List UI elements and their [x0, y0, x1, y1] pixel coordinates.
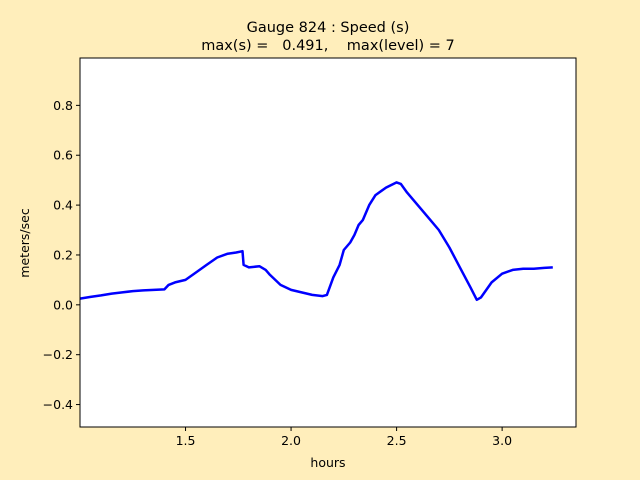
y-tick-label: 0.4	[53, 198, 73, 213]
x-tick-label: 2.5	[387, 433, 407, 448]
chart-subtitle: max(s) = 0.491, max(level) = 7	[201, 38, 455, 54]
y-tick-label: 0.8	[53, 98, 73, 113]
x-tick-label: 1.5	[176, 433, 196, 448]
speed-series-line	[79, 181, 553, 302]
chart-title: Gauge 824 : Speed (s)	[247, 20, 410, 36]
y-axis-label: meters/sec	[17, 208, 32, 278]
plot-layer	[79, 181, 553, 302]
y-axis-ticks: −0.4 −0.2 0.0 0.2 0.4 0.6 0.8	[43, 98, 80, 412]
y-tick-label: −0.4	[43, 397, 73, 412]
x-tick-label: 3.0	[492, 433, 512, 448]
y-tick-label: 0.2	[53, 247, 73, 262]
x-tick-label: 2.0	[281, 433, 301, 448]
axes-frame	[79, 57, 577, 428]
x-axis-label: hours	[310, 455, 345, 470]
x-axis-ticks: 1.5 2.0 2.5 3.0	[176, 427, 512, 448]
y-tick-label: 0.6	[53, 148, 73, 163]
plot-area	[80, 58, 576, 427]
y-tick-label: −0.2	[43, 347, 73, 362]
y-tick-label: 0.0	[53, 297, 73, 312]
